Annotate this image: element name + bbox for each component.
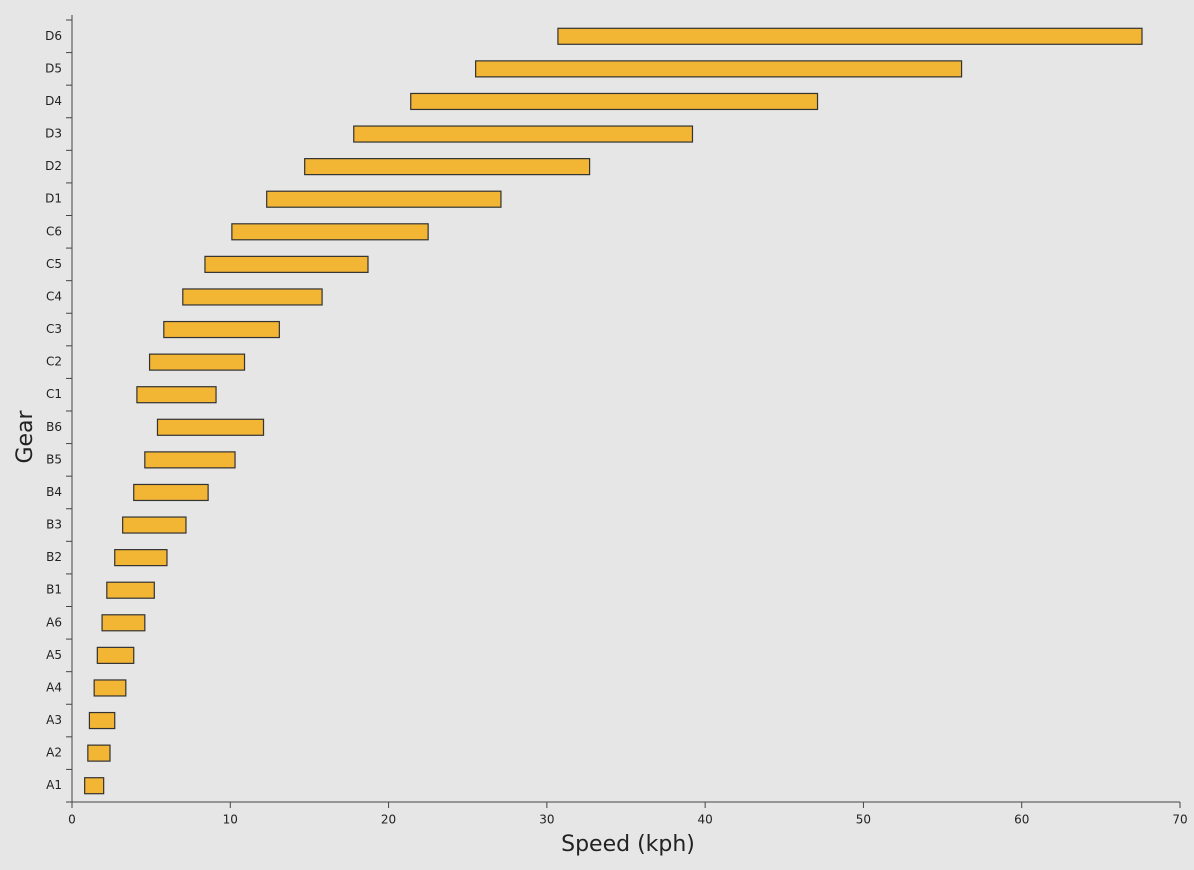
bar [204, 255, 369, 273]
y-tick-label: A6 [46, 615, 62, 629]
y-tick-label: C6 [46, 224, 62, 238]
bar [114, 549, 168, 567]
y-tick-label: C1 [46, 387, 62, 401]
y-tick-label: A1 [46, 778, 62, 792]
bar [88, 711, 116, 730]
bar [304, 158, 591, 176]
bar [122, 516, 187, 534]
bar [163, 320, 280, 339]
x-tick-label: 20 [381, 813, 396, 827]
bar [148, 353, 246, 371]
bar [87, 744, 111, 762]
bar [133, 483, 209, 502]
y-tick-label: C5 [46, 257, 62, 271]
y-tick-label: B2 [46, 550, 62, 564]
bar [231, 223, 429, 241]
y-tick-label: D6 [45, 29, 62, 43]
y-tick-label: C3 [46, 322, 62, 336]
y-tick-label: D5 [45, 61, 62, 75]
y-tick-label: D1 [45, 192, 62, 206]
y-tick-label: D3 [45, 127, 62, 141]
x-tick-label: 30 [539, 813, 554, 827]
y-tick-label: A4 [46, 680, 62, 694]
x-tick-label: 0 [68, 813, 76, 827]
y-tick-label: D4 [45, 94, 62, 108]
y-tick-label: D2 [45, 159, 62, 173]
bar [84, 777, 105, 795]
x-tick-label: 10 [223, 813, 238, 827]
bar [106, 581, 155, 599]
y-axis-label: Gear [13, 409, 38, 463]
x-tick-label: 70 [1172, 813, 1187, 827]
x-axis-label: Speed (kph) [561, 832, 695, 857]
x-tick-label: 60 [1014, 813, 1029, 827]
y-tick-label: B1 [46, 583, 62, 597]
x-tick-label: 50 [856, 813, 871, 827]
bar [475, 60, 963, 78]
bar [101, 614, 146, 632]
y-tick-label: A2 [46, 746, 62, 760]
bar [156, 418, 265, 436]
bar [144, 451, 236, 469]
y-tick-label: C2 [46, 355, 62, 369]
bar [136, 386, 217, 404]
y-tick-label: A5 [46, 648, 62, 662]
bar [182, 288, 323, 306]
y-tick-label: B6 [46, 420, 62, 434]
bar [557, 27, 1143, 45]
bar [96, 646, 135, 664]
y-tick-label: B5 [46, 452, 62, 466]
bar [266, 190, 502, 208]
bar [410, 92, 819, 111]
y-tick-label: A3 [46, 713, 62, 727]
y-tick-label: B3 [46, 518, 62, 532]
bar [353, 125, 694, 143]
bar [93, 679, 127, 697]
y-tick-label: B4 [46, 485, 62, 499]
y-tick-label: C4 [46, 289, 62, 303]
x-tick-label: 40 [698, 813, 713, 827]
